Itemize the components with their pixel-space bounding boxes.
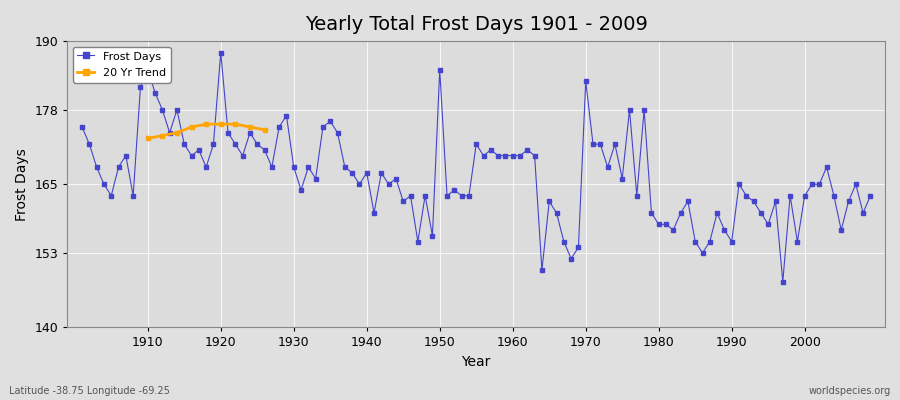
Line: Frost Days: Frost Days [80,51,872,283]
Text: Latitude -38.75 Longitude -69.25: Latitude -38.75 Longitude -69.25 [9,386,170,396]
Title: Yearly Total Frost Days 1901 - 2009: Yearly Total Frost Days 1901 - 2009 [305,15,648,34]
20 Yr Trend [230,122,240,126]
Frost Days [303,165,314,170]
20 Yr Trend [186,125,197,130]
X-axis label: Year: Year [462,355,490,369]
Y-axis label: Frost Days: Frost Days [15,148,29,221]
Frost Days [215,50,226,55]
Frost Days [778,279,788,284]
Line: 20 Yr Trend: 20 Yr Trend [146,122,266,140]
Frost Days [602,165,613,170]
20 Yr Trend [215,122,226,126]
Text: worldspecies.org: worldspecies.org [809,386,891,396]
20 Yr Trend [157,133,167,138]
Frost Days [346,170,357,175]
20 Yr Trend [259,128,270,132]
20 Yr Trend [172,130,183,135]
Frost Days [135,84,146,89]
20 Yr Trend [245,125,256,130]
Frost Days [76,125,87,130]
20 Yr Trend [201,122,212,126]
Frost Days [865,193,876,198]
Frost Days [515,153,526,158]
20 Yr Trend [142,136,153,141]
Frost Days [508,153,518,158]
Legend: Frost Days, 20 Yr Trend: Frost Days, 20 Yr Trend [73,47,171,83]
